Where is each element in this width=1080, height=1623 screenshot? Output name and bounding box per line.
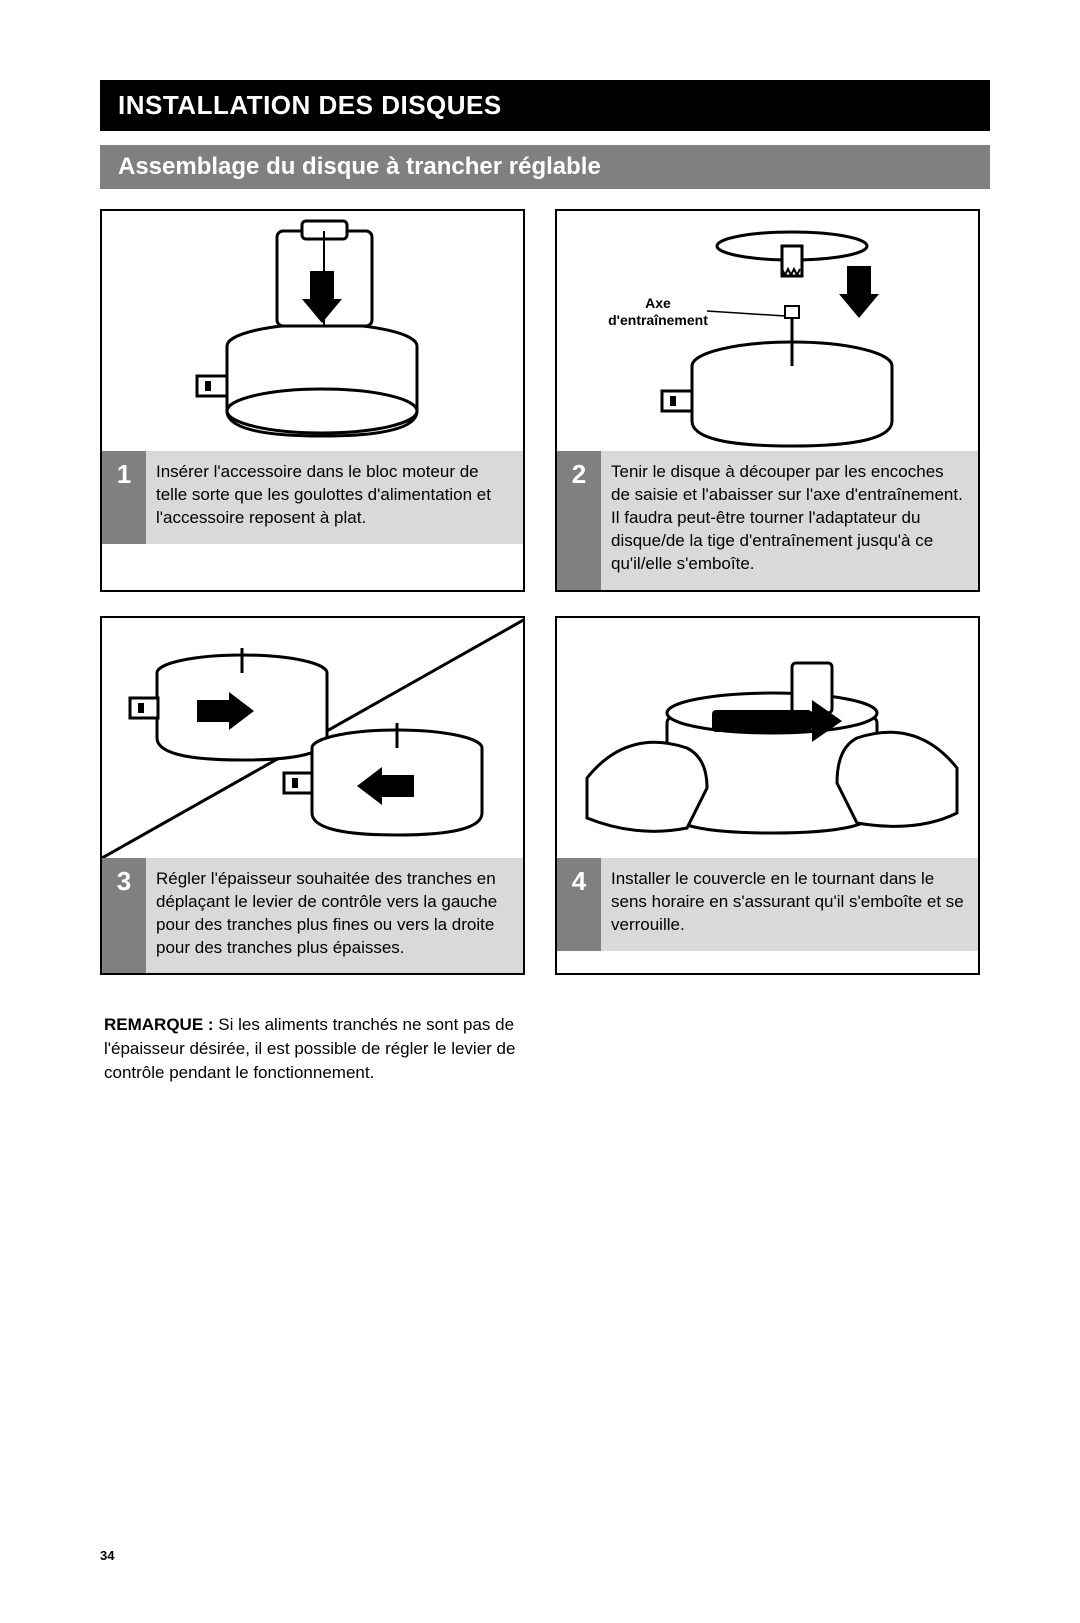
step-4-text: Installer le couvercle en le tournant da…	[601, 858, 978, 951]
step-2-number: 2	[557, 451, 601, 590]
section-title: INSTALLATION DES DISQUES	[100, 80, 990, 131]
step-2-illustration: Axe d'entraînement	[557, 211, 978, 451]
step-1-caption: 1 Insérer l'accessoire dans le bloc mote…	[102, 451, 523, 544]
remark-note: REMARQUE : Si les aliments tranchés ne s…	[100, 999, 525, 1084]
step-3-number: 3	[102, 858, 146, 974]
step-4: 4 Installer le couvercle en le tournant …	[555, 616, 980, 976]
step-1-illustration	[102, 211, 523, 451]
step-2-caption: 2 Tenir le disque à découper par les enc…	[557, 451, 978, 590]
page-number: 34	[100, 1548, 114, 1563]
step-3-text: Régler l'épaisseur souhaitée des tranche…	[146, 858, 523, 974]
step-2: Axe d'entraînement	[555, 209, 980, 592]
section-subtitle: Assemblage du disque à trancher réglable	[100, 145, 990, 189]
step-1: 1 Insérer l'accessoire dans le bloc mote…	[100, 209, 525, 592]
step-3: 3 Régler l'épaisseur souhaitée des tranc…	[100, 616, 525, 976]
step-3-illustration	[102, 618, 523, 858]
step-1-text: Insérer l'accessoire dans le bloc moteur…	[146, 451, 523, 544]
drive-shaft-label: Axe d'entraînement	[603, 295, 713, 329]
remark-label: REMARQUE :	[104, 1015, 214, 1034]
step-1-number: 1	[102, 451, 146, 544]
step-2-text: Tenir le disque à découper par les encoc…	[601, 451, 978, 590]
step-4-illustration	[557, 618, 978, 858]
step-4-number: 4	[557, 858, 601, 951]
step-3-caption: 3 Régler l'épaisseur souhaitée des tranc…	[102, 858, 523, 974]
steps-grid: 1 Insérer l'accessoire dans le bloc mote…	[100, 209, 990, 1085]
step-4-caption: 4 Installer le couvercle en le tournant …	[557, 858, 978, 951]
